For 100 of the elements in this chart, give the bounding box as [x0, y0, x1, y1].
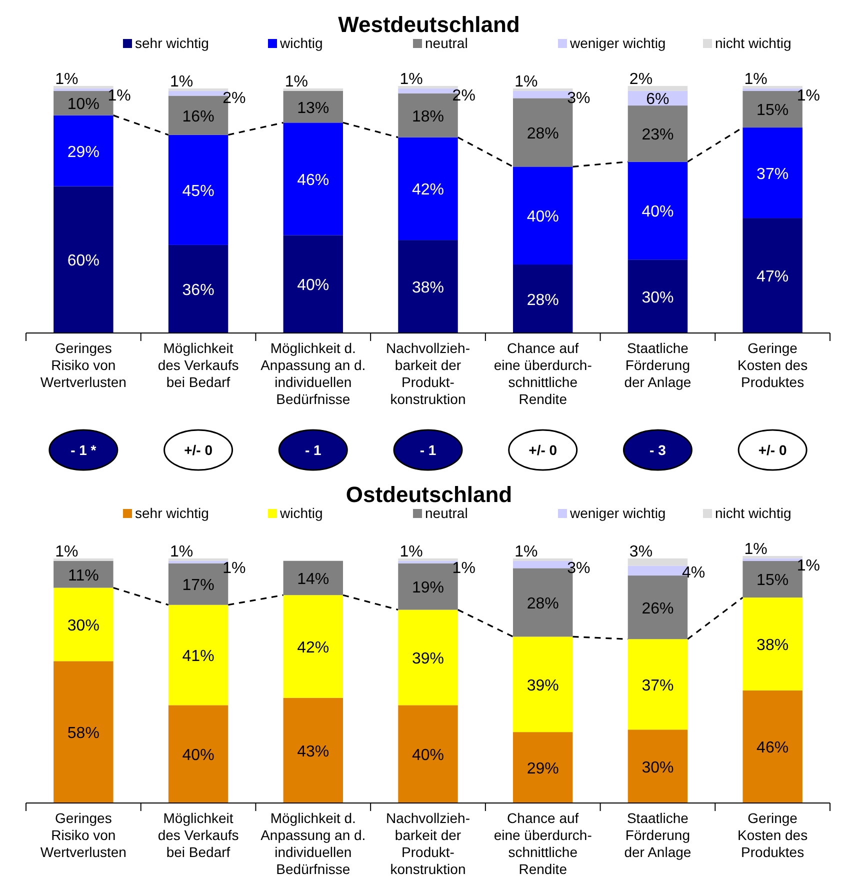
data-label: 4%	[682, 564, 706, 582]
x-tick-label: Möglichkeit d. Anpassung an d. individuellen Bedürfnisse	[260, 810, 366, 877]
bar	[512, 166, 573, 265]
x-tick-label: Chance auf eine überdurch- schnittliche Rendite	[494, 340, 592, 407]
bar	[283, 595, 344, 698]
data-label: 1%	[744, 540, 768, 558]
legend-label: sehr wichtig	[135, 505, 209, 521]
data-label: 2%	[452, 87, 476, 104]
data-label: 1%	[452, 560, 476, 577]
data-label: 43%	[297, 743, 330, 760]
bar	[54, 558, 114, 561]
data-label: 38%	[756, 637, 789, 654]
data-label: 1%	[796, 87, 820, 104]
data-label: 28%	[526, 125, 559, 142]
x-tick-label: Chance auf eine überdurch- schnittliche Rendite	[494, 810, 592, 877]
data-label: 42%	[412, 182, 444, 199]
bar	[54, 88, 114, 91]
legend-label: weniger wichtig	[569, 505, 666, 521]
data-label: 37%	[756, 166, 789, 183]
data-label: 40%	[412, 747, 444, 764]
bar	[168, 88, 228, 91]
data-label: 39%	[412, 650, 444, 668]
data-label: 41%	[182, 648, 214, 666]
text: +/- 0	[184, 442, 213, 458]
bar	[168, 705, 228, 803]
data-label: 47%	[756, 268, 789, 286]
bar	[742, 88, 802, 91]
data-label: 37%	[642, 677, 674, 694]
x-tick-label: Möglichkeit d. Anpassung an d. individuellen Bedürfnisse	[260, 340, 366, 407]
x-tick-label: Geringe Kosten des Produktes	[738, 810, 808, 860]
data-label: 3%	[567, 560, 590, 577]
bar	[398, 558, 458, 561]
data-label: 28%	[526, 292, 559, 309]
bar	[283, 90, 344, 123]
bar	[398, 86, 458, 88]
bar	[628, 86, 688, 91]
bar	[742, 558, 802, 561]
data-label: 1%	[284, 73, 308, 90]
bar	[54, 588, 114, 662]
data-label: 23%	[642, 126, 674, 144]
text: - 1	[420, 442, 436, 458]
text: - 1 *	[70, 442, 97, 458]
data-label: 28%	[526, 595, 559, 612]
bar	[742, 218, 802, 333]
data-label: 40%	[182, 747, 214, 764]
x-tick-label: Geringes Risiko von Wertverlusten	[40, 340, 126, 390]
x-tick-label: Möglichkeit des Verkaufs bei Bedarf	[158, 810, 239, 860]
data-label: 1%	[55, 70, 78, 88]
legend-label: wichtig	[279, 505, 323, 521]
bar	[54, 560, 114, 588]
data-label: 2%	[629, 70, 653, 88]
text: +/- 0	[528, 442, 558, 458]
legend-label: neutral	[425, 505, 468, 521]
data-label: 1%	[514, 73, 538, 90]
x-tick-label: Geringes Risiko von Wertverlusten	[40, 810, 126, 860]
bar	[512, 732, 573, 803]
data-label: 1%	[222, 560, 246, 577]
data-label: 1%	[744, 70, 768, 88]
x-tick-label: Geringe Kosten des Produktes	[738, 340, 808, 390]
bar	[54, 186, 114, 333]
data-label: 40%	[526, 208, 559, 226]
bar	[168, 244, 228, 333]
bar	[512, 558, 573, 561]
bar	[283, 698, 344, 803]
bar	[54, 661, 114, 803]
data-label: 19%	[412, 580, 444, 597]
bar	[398, 705, 458, 803]
bar	[628, 730, 688, 803]
data-label: 15%	[756, 102, 789, 120]
data-label: 15%	[756, 572, 789, 590]
data-label: 1%	[796, 557, 820, 574]
bar	[168, 560, 228, 564]
data-label: 1%	[514, 543, 538, 560]
data-label: 1%	[55, 543, 78, 560]
data-label: 30%	[642, 289, 674, 306]
x-tick-label: Staatliche Förderung der Anlage	[624, 810, 692, 860]
x-tick-label: Nachvollzieh- barkeit der Produkt- konstruktion	[386, 810, 470, 877]
text: - 3	[650, 442, 666, 458]
data-label: 29%	[67, 144, 100, 161]
data-label: 46%	[756, 740, 789, 757]
legend-label: nicht wichtig	[715, 505, 792, 521]
x-tick-label: Staatliche Förderung der Anlage	[624, 340, 692, 390]
data-label: 26%	[642, 600, 674, 618]
bar	[398, 240, 458, 333]
data-label: 30%	[67, 617, 100, 634]
data-label: 13%	[297, 100, 330, 117]
bar	[398, 560, 458, 564]
data-label: 45%	[182, 182, 214, 200]
chart-title: Ostdeutschland	[346, 482, 512, 507]
bar	[742, 86, 802, 88]
legend-label: weniger wichtig	[569, 35, 666, 51]
text: +/- 0	[758, 442, 787, 458]
data-label: 14%	[297, 570, 330, 588]
bar	[742, 690, 802, 803]
bar	[628, 558, 688, 566]
data-label: 10%	[67, 96, 100, 114]
bar	[398, 137, 458, 240]
data-label: 38%	[412, 280, 444, 297]
text: - 1	[304, 442, 322, 458]
bar	[283, 560, 344, 596]
